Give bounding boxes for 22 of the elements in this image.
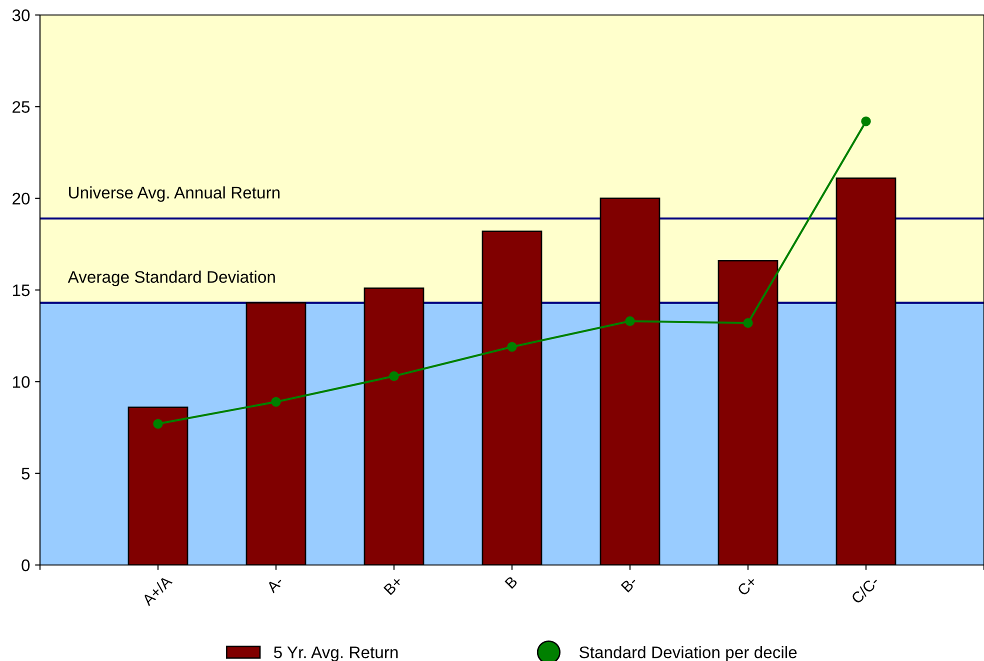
point <box>861 116 871 126</box>
point <box>153 418 163 429</box>
point <box>743 318 753 328</box>
x-tick-label: C/C- <box>850 575 880 604</box>
y-tick-label: 5 <box>22 468 30 480</box>
ref-line-label: Universe Avg. Annual Return <box>69 186 280 202</box>
point <box>271 396 281 407</box>
x-tick-label: B- <box>620 576 638 592</box>
y-tick-label: 10 <box>13 376 30 388</box>
y-tick-label: 25 <box>12 101 30 113</box>
y-tick-label: 0 <box>22 559 30 572</box>
y-tick-label: 30 <box>12 9 30 22</box>
point <box>507 342 517 352</box>
y-tick-label: 20 <box>12 192 30 205</box>
x-tick-label: A- <box>266 576 284 594</box>
x-tick-label: C+ <box>736 576 758 596</box>
ref-line-label: Average Standard Deviation <box>68 270 275 286</box>
point <box>625 316 635 326</box>
x-tick-label: B <box>504 576 518 589</box>
y-tick-label: 15 <box>13 284 30 296</box>
point <box>389 371 399 382</box>
x-tick-label: B+ <box>383 576 404 596</box>
